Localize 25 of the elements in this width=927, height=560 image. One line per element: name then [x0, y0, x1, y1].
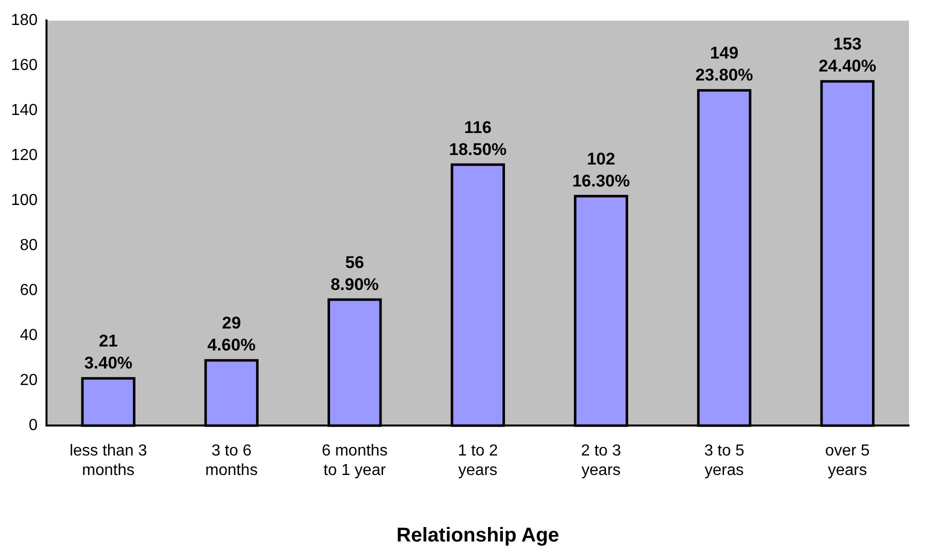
data-label: 56 8.90%: [330, 252, 379, 294]
y-tick-label: 180: [10, 12, 38, 30]
y-tick-label: 100: [10, 192, 38, 210]
y-tick-label: 80: [20, 237, 38, 254]
x-tick-label: 2 to 3 years: [581, 442, 622, 479]
x-tick-label: 3 to 5 yeras: [704, 442, 744, 479]
y-tick-label: 0: [28, 417, 38, 434]
x-tick-label: 1 to 2 years: [458, 442, 498, 479]
x-tick-label: 3 to 6 months: [205, 442, 258, 479]
x-axis-title: Relationship Age: [396, 524, 560, 547]
y-tick-label: 40: [20, 327, 38, 344]
y-tick-label: 160: [10, 57, 38, 74]
data-label: 116 18.50%: [449, 118, 507, 159]
x-tick-label: 6 months to 1 year: [322, 442, 388, 479]
data-label: 153 24.40%: [818, 34, 876, 76]
data-label: 29 4.60%: [207, 314, 256, 355]
x-tick-label: less than 3 months: [70, 442, 148, 479]
y-tick-label: 120: [10, 147, 38, 164]
x-tick-label: over 5 years: [825, 442, 870, 479]
y-tick-label: 140: [10, 102, 38, 120]
y-tick-label: 20: [20, 372, 38, 390]
data-label: 149 23.80%: [695, 44, 754, 85]
data-label: 21 3.40%: [84, 332, 132, 373]
data-label: 102 16.30%: [572, 149, 630, 190]
y-tick-label: 60: [20, 282, 38, 300]
